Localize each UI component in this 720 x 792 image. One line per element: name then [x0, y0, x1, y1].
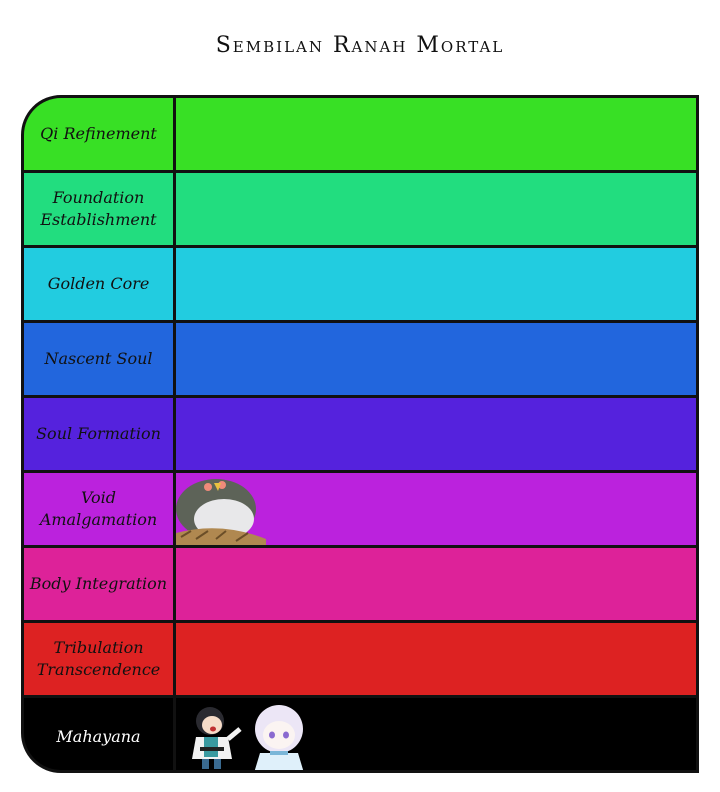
tier-items[interactable]	[176, 248, 696, 320]
tier-label: Body Integration	[24, 548, 176, 620]
tier-row-soul-formation: Soul Formation	[24, 398, 696, 473]
tier-label: Void Amalgamation	[24, 473, 176, 545]
tier-items[interactable]	[176, 323, 696, 395]
chibi-dark-haired-cultivator-image[interactable]	[182, 701, 244, 773]
page-title: Sembilan Ranah Mortal	[215, 33, 505, 58]
fat-bird-in-nest-image[interactable]	[176, 473, 266, 545]
tier-row-golden-core: Golden Core	[24, 248, 696, 323]
tier-row-void-amalgamation: Void Amalgamation	[24, 473, 696, 548]
tier-label: Foundation Establishment	[24, 173, 176, 245]
tier-label: Nascent Soul	[24, 323, 176, 395]
tier-label: Qi Refinement	[24, 98, 176, 170]
tier-board: Qi Refinement Foundation Establishment G…	[21, 95, 699, 773]
tier-label: Soul Formation	[24, 398, 176, 470]
tier-items[interactable]	[176, 398, 696, 470]
tier-row-body-integration: Body Integration	[24, 548, 696, 623]
tier-items[interactable]	[176, 698, 696, 773]
tier-row-qi-refinement: Qi Refinement	[24, 98, 696, 173]
tier-row-tribulation-transcendence: Tribulation Transcendence	[24, 623, 696, 698]
chibi-white-haired-girl-image[interactable]	[248, 701, 310, 773]
tier-items[interactable]	[176, 473, 696, 545]
tier-row-mahayana: Mahayana	[24, 698, 696, 773]
tier-row-foundation-establishment: Foundation Establishment	[24, 173, 696, 248]
tier-row-nascent-soul: Nascent Soul	[24, 323, 696, 398]
tier-items[interactable]	[176, 623, 696, 695]
tier-label: Mahayana	[24, 698, 176, 770]
tier-label: Golden Core	[24, 248, 176, 320]
tier-items[interactable]	[176, 548, 696, 620]
tier-items[interactable]	[176, 173, 696, 245]
tier-items[interactable]	[176, 98, 696, 170]
tier-label: Tribulation Transcendence	[24, 623, 176, 695]
